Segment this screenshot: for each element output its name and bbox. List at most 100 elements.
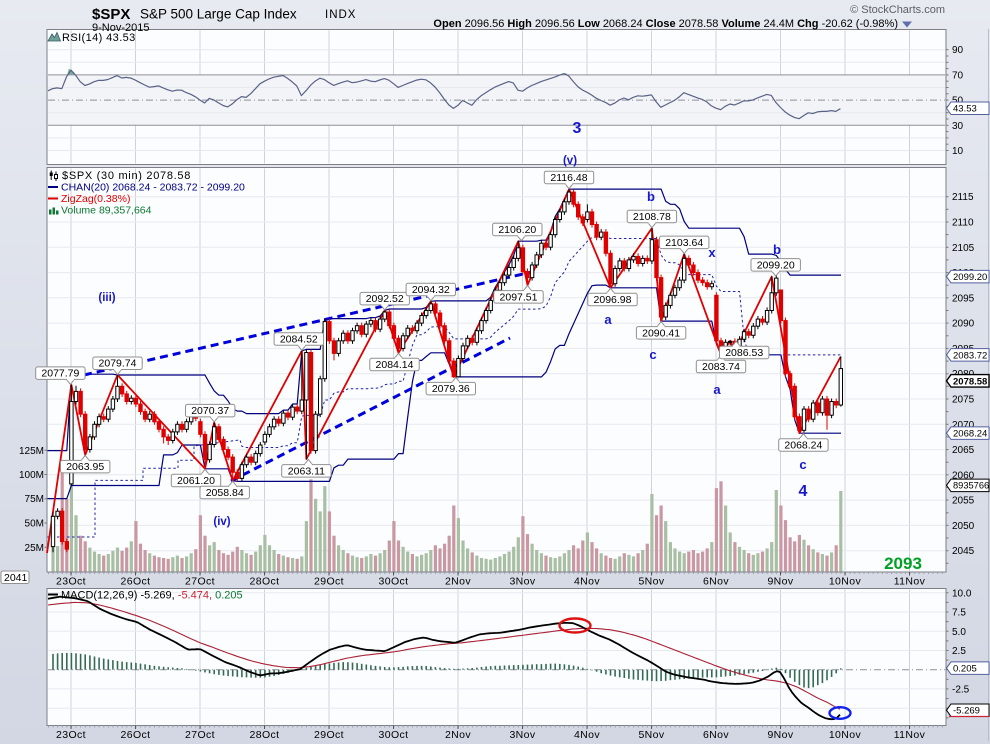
svg-text:2093: 2093 bbox=[884, 554, 922, 573]
svg-text:c: c bbox=[799, 457, 806, 472]
svg-text:7.5: 7.5 bbox=[952, 608, 966, 619]
svg-text:30: 30 bbox=[952, 121, 964, 132]
svg-text:2070: 2070 bbox=[952, 420, 975, 431]
svg-text:2055: 2055 bbox=[952, 496, 975, 507]
svg-text:2106.20: 2106.20 bbox=[498, 224, 536, 236]
svg-text:90: 90 bbox=[952, 45, 964, 56]
svg-text:(v): (v) bbox=[563, 155, 577, 167]
svg-text:50: 50 bbox=[952, 96, 964, 107]
svg-text:2084.14: 2084.14 bbox=[376, 359, 414, 371]
svg-text:4Nov: 4Nov bbox=[574, 729, 600, 741]
svg-text:2097.51: 2097.51 bbox=[500, 291, 538, 303]
svg-text:2096.98: 2096.98 bbox=[594, 294, 632, 306]
svg-text:29Oct: 29Oct bbox=[314, 576, 344, 588]
svg-text:2094.32: 2094.32 bbox=[412, 284, 450, 296]
svg-text:b: b bbox=[647, 189, 655, 204]
svg-text:2092.52: 2092.52 bbox=[366, 293, 404, 305]
svg-text:5Nov: 5Nov bbox=[638, 576, 664, 588]
svg-text:2083.74: 2083.74 bbox=[702, 361, 740, 373]
svg-text:9Nov: 9Nov bbox=[767, 576, 793, 588]
svg-text:2078.58: 2078.58 bbox=[953, 376, 987, 387]
svg-text:ZigZag(0.38%): ZigZag(0.38%) bbox=[61, 193, 130, 205]
svg-text:2063.11: 2063.11 bbox=[288, 465, 325, 477]
svg-text:2079.36: 2079.36 bbox=[432, 383, 470, 395]
svg-text:-5.269: -5.269 bbox=[953, 706, 980, 717]
svg-text:10Nov: 10Nov bbox=[829, 729, 862, 741]
svg-text:2090.41: 2090.41 bbox=[642, 327, 680, 339]
svg-text:2116.48: 2116.48 bbox=[550, 172, 587, 184]
svg-text:10Nov: 10Nov bbox=[829, 576, 862, 588]
svg-text:70: 70 bbox=[952, 70, 964, 81]
svg-text:2084.52: 2084.52 bbox=[280, 334, 318, 346]
svg-text:c: c bbox=[649, 347, 656, 362]
svg-text:11Nov: 11Nov bbox=[894, 576, 926, 588]
svg-text:3: 3 bbox=[573, 120, 582, 137]
svg-text:6Nov: 6Nov bbox=[703, 576, 729, 588]
svg-text:2108.78: 2108.78 bbox=[633, 211, 671, 223]
svg-text:(iv): (iv) bbox=[213, 516, 230, 528]
svg-text:29Oct: 29Oct bbox=[314, 729, 344, 741]
svg-text:a: a bbox=[604, 312, 612, 327]
svg-text:75M: 75M bbox=[25, 494, 44, 505]
svg-text:100M: 100M bbox=[19, 470, 44, 481]
svg-text:2063.95: 2063.95 bbox=[66, 461, 104, 473]
svg-text:43.53: 43.53 bbox=[953, 104, 977, 115]
svg-text:8935766: 8935766 bbox=[953, 481, 989, 491]
svg-text:5.0: 5.0 bbox=[952, 627, 966, 638]
svg-text:2103.64: 2103.64 bbox=[665, 237, 703, 249]
svg-text:30Oct: 30Oct bbox=[378, 576, 408, 588]
svg-text:2.5: 2.5 bbox=[952, 646, 966, 657]
svg-text:$SPX: $SPX bbox=[92, 6, 130, 23]
svg-text:25M: 25M bbox=[25, 543, 44, 554]
svg-text:26Oct: 26Oct bbox=[120, 729, 150, 741]
svg-text:2115: 2115 bbox=[952, 192, 974, 203]
svg-text:9Nov: 9Nov bbox=[767, 729, 793, 741]
svg-text:3Nov: 3Nov bbox=[509, 729, 535, 741]
svg-text:0.205: 0.205 bbox=[953, 664, 977, 675]
svg-text:Volume 89,357,664: Volume 89,357,664 bbox=[61, 205, 152, 217]
svg-text:$SPX (30 min) 2078.58: $SPX (30 min) 2078.58 bbox=[62, 170, 191, 182]
svg-text:30Oct: 30Oct bbox=[378, 729, 408, 741]
svg-text:2105: 2105 bbox=[952, 243, 975, 254]
svg-text:2083.72: 2083.72 bbox=[953, 350, 987, 361]
svg-text:© StockCharts.com: © StockCharts.com bbox=[850, 4, 945, 16]
svg-text:27Oct: 27Oct bbox=[185, 576, 215, 588]
svg-text:2077.79: 2077.79 bbox=[41, 368, 79, 380]
svg-text:a: a bbox=[713, 382, 721, 397]
svg-text:2045: 2045 bbox=[952, 546, 975, 557]
svg-text:2068.24: 2068.24 bbox=[953, 429, 987, 440]
svg-text:6Nov: 6Nov bbox=[703, 729, 729, 741]
svg-text:4Nov: 4Nov bbox=[574, 576, 600, 588]
svg-text:(iii): (iii) bbox=[98, 292, 115, 304]
svg-text:26Oct: 26Oct bbox=[120, 576, 150, 588]
svg-text:2Nov: 2Nov bbox=[445, 729, 471, 741]
svg-text:INDX: INDX bbox=[325, 9, 356, 21]
svg-text:2065: 2065 bbox=[952, 445, 975, 456]
svg-text:125M: 125M bbox=[19, 446, 44, 457]
svg-text:x: x bbox=[708, 245, 716, 260]
svg-text:Open 2096.56 High 2096.56 Low: Open 2096.56 High 2096.56 Low 2068.24 Cl… bbox=[433, 18, 898, 30]
svg-text:4: 4 bbox=[799, 483, 808, 500]
svg-text:28Oct: 28Oct bbox=[249, 729, 279, 741]
svg-text:-2.5: -2.5 bbox=[952, 684, 970, 695]
svg-text:5Nov: 5Nov bbox=[638, 729, 664, 741]
svg-text:2Nov: 2Nov bbox=[445, 576, 471, 588]
svg-text:2079.74: 2079.74 bbox=[99, 358, 137, 370]
svg-text:28Oct: 28Oct bbox=[249, 576, 279, 588]
svg-text:RSI(14) 43.53: RSI(14) 43.53 bbox=[62, 32, 136, 44]
svg-text:23Oct: 23Oct bbox=[56, 729, 86, 741]
svg-text:2086.53: 2086.53 bbox=[725, 347, 763, 359]
svg-text:CHAN(20) 2068.24 - 2083.72 - 2: CHAN(20) 2068.24 - 2083.72 - 2099.20 bbox=[61, 182, 245, 194]
svg-text:2075: 2075 bbox=[952, 395, 975, 406]
svg-text:27Oct: 27Oct bbox=[185, 729, 215, 741]
svg-text:3Nov: 3Nov bbox=[509, 576, 535, 588]
svg-text:11Nov: 11Nov bbox=[894, 729, 926, 741]
svg-text:2090: 2090 bbox=[952, 319, 975, 330]
svg-text:2061.20: 2061.20 bbox=[177, 475, 215, 487]
svg-text:2060: 2060 bbox=[952, 470, 975, 481]
svg-text:23Oct: 23Oct bbox=[56, 576, 86, 588]
svg-text:10: 10 bbox=[952, 146, 964, 157]
svg-text:2068.24: 2068.24 bbox=[784, 439, 822, 451]
svg-text:10.0: 10.0 bbox=[952, 588, 972, 599]
svg-text:2099.20: 2099.20 bbox=[757, 259, 795, 271]
